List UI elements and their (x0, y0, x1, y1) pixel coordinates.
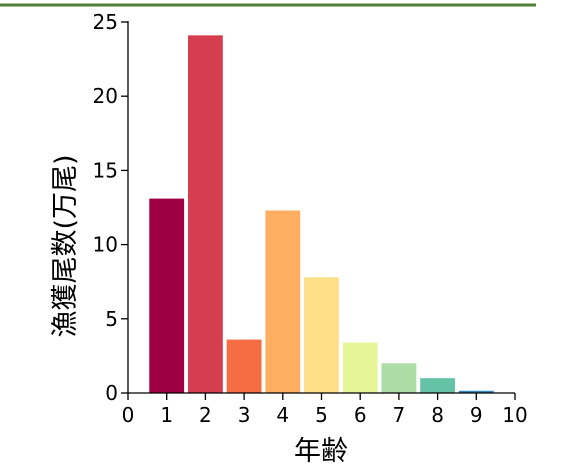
x-tick-label: 5 (315, 403, 328, 427)
x-tick-label: 3 (238, 403, 251, 427)
bar-age-1 (149, 198, 185, 393)
x-tick-label: 8 (431, 403, 444, 427)
x-tick-label: 0 (122, 403, 135, 427)
x-tick-label: 1 (160, 403, 173, 427)
x-tick-label: 7 (393, 403, 406, 427)
bars (149, 35, 494, 394)
x-tick-label: 10 (502, 403, 527, 427)
x-tick-label: 4 (276, 403, 289, 427)
bar-age-3 (226, 339, 262, 393)
y-axis-title: 漁獲尾数(万尾) (50, 154, 81, 337)
bar-age-6 (342, 342, 378, 393)
bar-age-5 (304, 277, 339, 393)
axes: 0 5 10 15 20 25 0 1 2 3 4 5 6 7 8 9 10 (93, 10, 528, 427)
x-axis-title: 年齢 (294, 436, 348, 466)
x-tick-label: 6 (354, 403, 367, 427)
bar-age-7 (381, 363, 417, 393)
bar-age-8 (420, 378, 456, 393)
y-tick-label: 5 (105, 307, 118, 331)
y-tick-label: 20 (93, 84, 118, 108)
y-tick-label: 0 (105, 381, 118, 405)
x-tick-label: 2 (199, 403, 212, 427)
y-tick-label: 15 (93, 158, 118, 182)
bar-age-9 (458, 390, 494, 393)
y-tick-label: 10 (93, 233, 118, 257)
bar-age-2 (187, 35, 223, 394)
bar-age-4 (265, 210, 301, 393)
y-tick-label: 25 (93, 10, 118, 34)
x-tick-label: 9 (470, 403, 483, 427)
